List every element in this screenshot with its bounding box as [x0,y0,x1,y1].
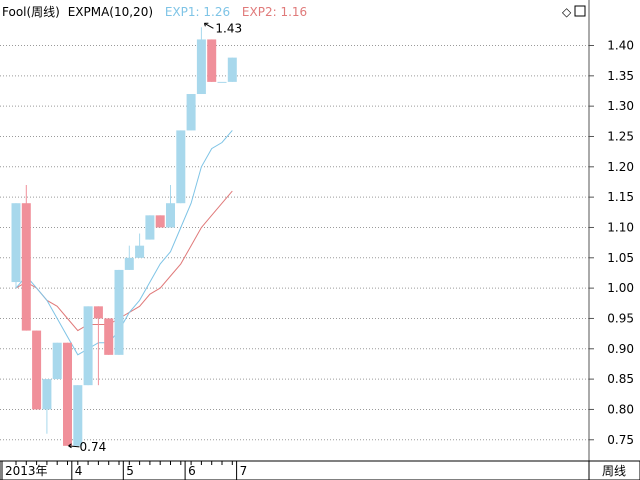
candle [11,203,21,289]
candle-body [145,215,155,240]
candle [104,318,114,355]
ema-lines [15,130,233,356]
candles [11,27,237,446]
diamond-icon[interactable]: ◇ [562,5,572,19]
price-annotation: 0.74 [68,440,107,454]
candle [124,245,134,270]
y-tick-label: 1.05 [607,251,634,265]
candle [166,185,175,228]
candle-body [176,130,186,204]
candle-body [21,203,31,331]
candle [42,379,52,434]
candle [63,342,72,446]
candle [52,342,62,380]
y-tick-label: 0.80 [607,402,634,416]
x-tick-label: 4 [75,464,83,478]
x-tick-label: 2013年 [5,464,48,478]
y-tick-label: 1.00 [607,281,634,295]
y-tick-label: 1.15 [607,190,634,204]
y-tick-label: 0.75 [607,433,634,447]
annotation-label: 1.43 [215,21,242,35]
annotation-arrow [204,22,214,29]
x-tick-label: 7 [240,464,248,478]
candle [186,94,196,131]
y-tick-label: 1.30 [607,99,634,113]
annotation-arrow [68,445,80,448]
candle [217,81,227,83]
exp1-label: EXP1: 1.26 [165,5,230,19]
annotation-label: 0.74 [80,440,107,454]
exp2-label: EXP2: 1.16 [242,5,307,19]
candle-body [104,318,114,355]
candle [207,39,217,82]
period-tab-label: 周线 [602,464,626,478]
candle-body [73,385,83,446]
price-annotation: 1.43 [203,21,242,35]
y-tick-label: 1.35 [607,69,634,83]
candle-body [63,342,72,446]
annotation-arrowhead [203,22,209,27]
candle-body [114,269,124,355]
candle [83,306,93,386]
candle-body [217,81,227,83]
annotations: 1.43 0.74 [68,21,242,454]
candle-body [155,215,165,228]
y-tick-label: 1.25 [607,129,634,143]
y-tick-label: 1.10 [607,220,634,234]
candle-body [207,39,217,82]
candle [135,233,145,258]
candle-body [52,342,62,380]
candle [145,215,155,240]
grid-lines [0,44,589,441]
candle-body [186,94,196,131]
exp1-line [15,130,233,356]
candle-body [32,330,42,410]
y-tick-label: 0.95 [607,311,634,325]
period-tab[interactable] [588,460,640,480]
x-tick-label: 5 [126,464,134,478]
x-axis-bar [0,460,640,480]
y-tick-label: 0.90 [607,342,634,356]
candle-body [124,257,134,270]
candle-body [227,57,237,82]
annotation-arrowhead [68,443,72,449]
candle-body [42,379,52,410]
candle-body [11,203,21,283]
x-tick-label: 6 [188,464,196,478]
candle-body [196,39,206,95]
candle [32,330,42,410]
chart-title: Fool(周线) [2,5,60,19]
candle [21,185,31,331]
candle [176,130,186,204]
y-tick-label: 0.85 [607,372,634,386]
candle-body [135,245,145,258]
candle [93,306,103,386]
candle [155,215,165,228]
candle [196,27,206,95]
candle-body [83,306,93,386]
exp2-line [15,190,233,332]
chart-header: Fool(周线) EXPMA(10,20) EXP1: 1.26 EXP2: 1… [2,5,307,19]
y-tick-label: 1.40 [607,38,634,52]
window-toggle-icon[interactable] [574,5,586,17]
candle-body [93,306,103,319]
candle-body [166,203,175,228]
y-tick-label: 1.20 [607,160,634,174]
candle [114,269,124,355]
candle [73,385,83,446]
x-axis-ticks: 2013年 4 5 6 7 [1,461,248,480]
y-axis-ticks: 1.40 1.35 1.30 1.25 1.20 1.15 1.10 1.05 1.00 0.95… [589,38,634,447]
candle [227,57,237,82]
indicator-label: EXPMA(10,20) [68,5,153,19]
